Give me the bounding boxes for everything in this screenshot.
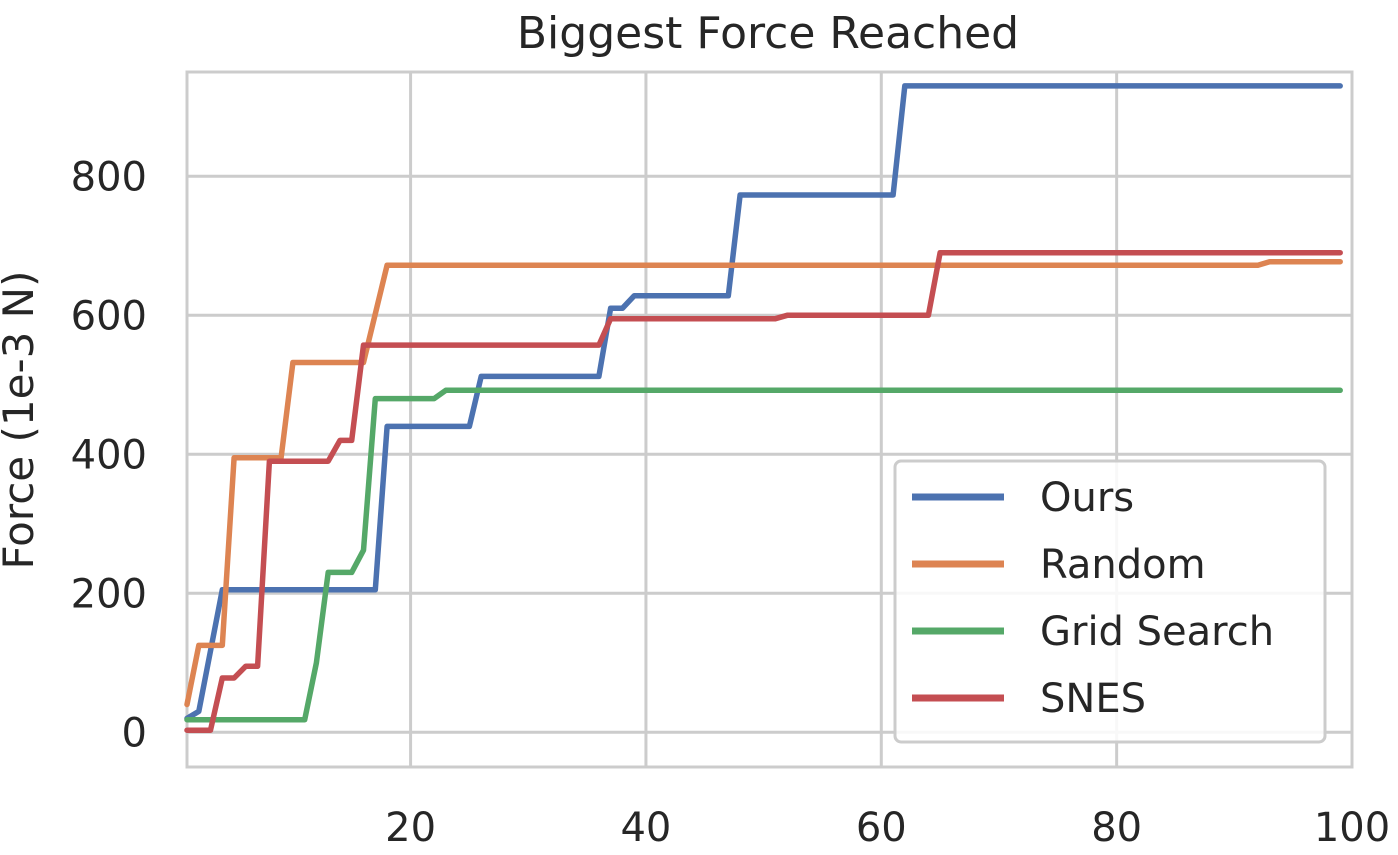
y-tick-label: 200 [71, 571, 147, 617]
legend-box [893, 459, 1327, 744]
y-tick-label: 600 [71, 293, 147, 339]
tick-labels: 20 40 60 80 100 0 200 400 600 800 [71, 154, 1391, 851]
y-axis-label: Force (1e-3 N) [0, 271, 43, 570]
legend-label-grid-search: Grid Search [1040, 609, 1274, 655]
x-tick-label: 80 [1091, 805, 1142, 851]
x-tick-label: 60 [856, 805, 907, 851]
y-tick-label: 400 [71, 432, 147, 478]
legend-label-random: Random [1040, 542, 1206, 588]
series-line-random [184, 258, 1343, 708]
chart-title: Biggest Force Reached [517, 8, 1019, 59]
legend-label-snes: SNES [1040, 676, 1146, 722]
x-tick-label: 40 [620, 805, 671, 851]
series-line-snes [184, 249, 1343, 733]
x-tick-label: 20 [385, 805, 436, 851]
series-lines [184, 83, 1343, 733]
series-line-grid-search [184, 387, 1343, 723]
y-tick-label: 0 [122, 710, 147, 756]
series-line-ours [184, 83, 1343, 722]
x-tick-label: 100 [1314, 805, 1390, 851]
legend: Ours Random Grid Search SNES [893, 459, 1327, 744]
y-tick-label: 800 [71, 154, 147, 200]
legend-label-ours: Ours [1040, 475, 1134, 521]
